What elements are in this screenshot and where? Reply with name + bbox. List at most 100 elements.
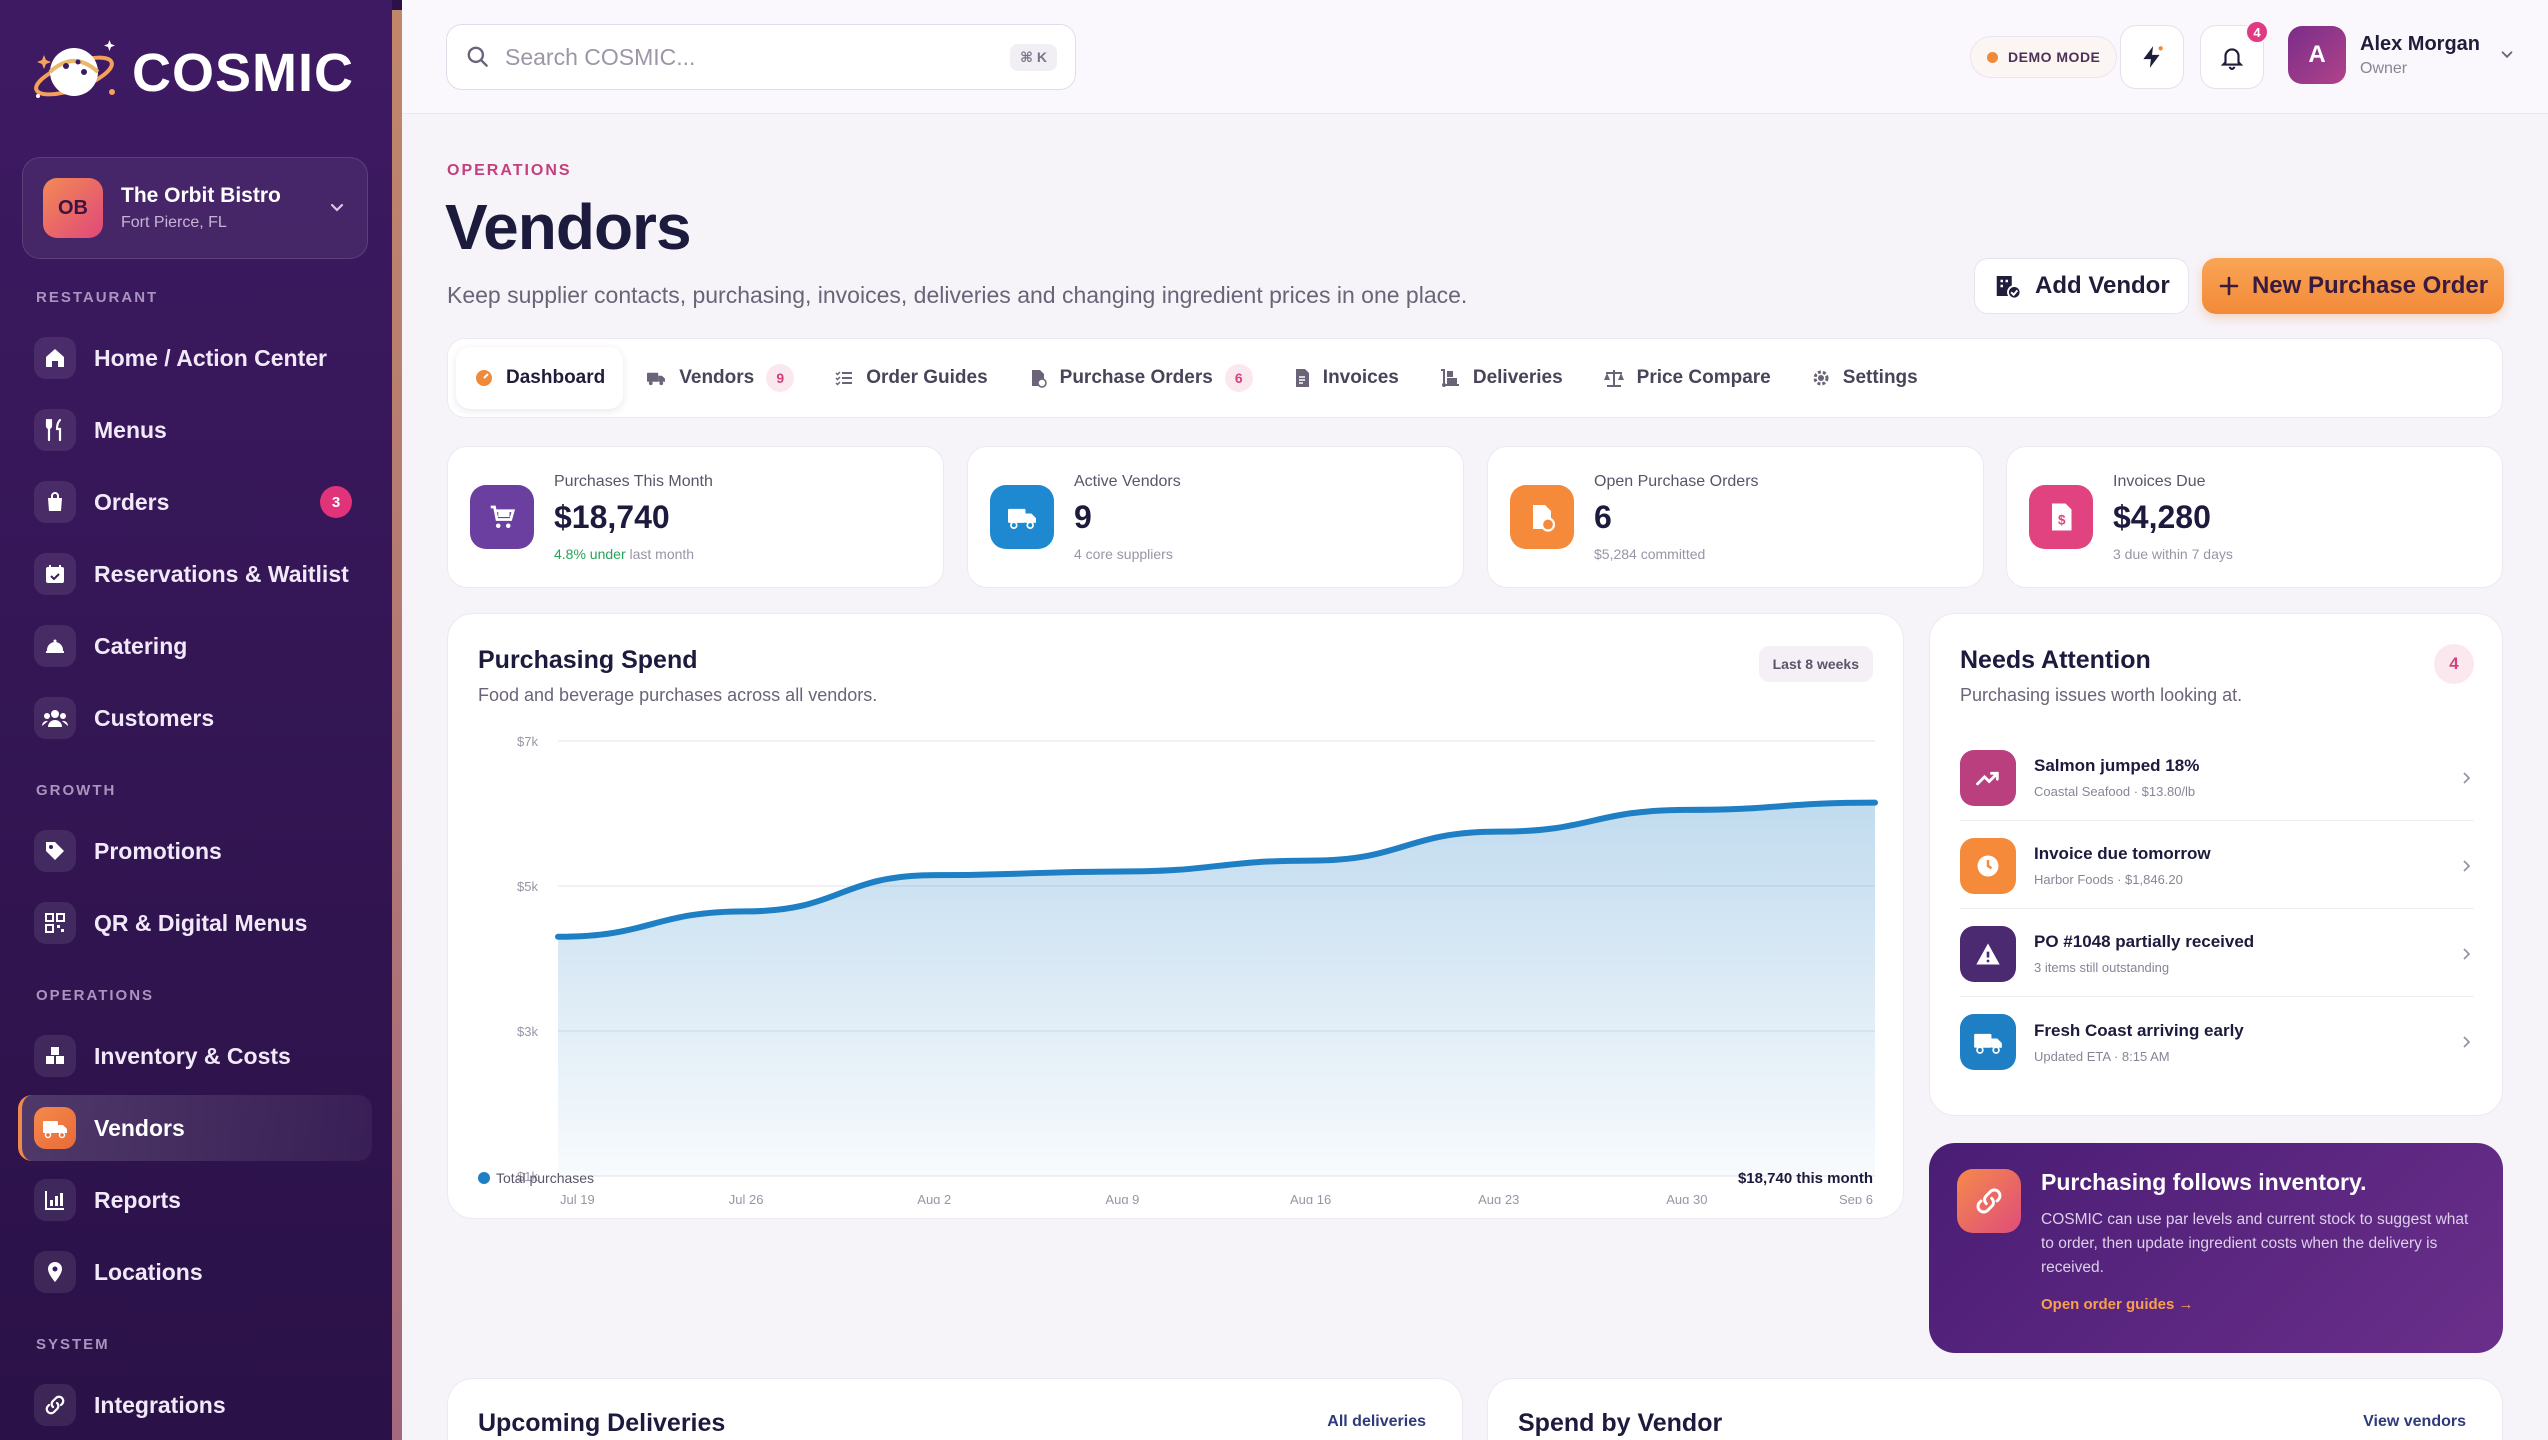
brand-name: COSMIC [132, 43, 354, 103]
sidebar-item-home[interactable]: Home / Action Center [18, 325, 372, 391]
sidebar-item-catering[interactable]: Catering [18, 613, 372, 679]
sidebar-item-integrations[interactable]: Integrations [18, 1372, 372, 1438]
quick-actions-button[interactable] [2120, 25, 2184, 89]
topbar: ⌘ K DEMO MODE 4 A Alex Morgan Owner [402, 0, 2548, 114]
notifications-button[interactable]: 4 [2200, 20, 2269, 89]
x-tick-label: Jul 26 [729, 1192, 764, 1204]
card-title: Purchasing Spend [478, 646, 698, 674]
page-subtitle: Keep supplier contacts, purchasing, invo… [447, 282, 1468, 308]
tab-label: Settings [1842, 367, 1918, 388]
attention-title: Fresh Coast arriving early [2034, 1020, 2244, 1040]
tab-vendors[interactable]: Vendors 9 [627, 347, 812, 409]
truck-icon [34, 1107, 76, 1149]
attention-item[interactable]: Invoice due tomorrow Harbor Foods · $1,84… [1960, 823, 2474, 909]
user-menu[interactable]: A Alex Morgan Owner [2288, 26, 2516, 84]
card-subtitle: Food and beverage purchases across all v… [478, 685, 878, 705]
sidebar-item-vendors[interactable]: Vendors [18, 1095, 372, 1161]
series-line-total-purchases[interactable] [555, 799, 1878, 940]
tab-settings[interactable]: Settings [1793, 347, 1936, 409]
all-deliveries-link[interactable]: All deliveries [1327, 1413, 1426, 1430]
stat-card-invoices-due[interactable]: $ Invoices Due $4,280 3 due within 7 day… [2006, 446, 2503, 588]
sidebar-item-orders[interactable]: Orders 3 [18, 469, 372, 535]
stat-card-open-pos[interactable]: Open Purchase Orders 6 $5,284 committed [1487, 446, 1984, 588]
tab-dashboard[interactable]: Dashboard [456, 347, 624, 409]
chart-legend: Total purchases [478, 1170, 594, 1186]
x-tick-label: Aug 2 [917, 1192, 951, 1204]
warning-icon [1960, 925, 2016, 982]
user-name: Alex Morgan [2360, 32, 2481, 55]
sidebar-item-menus[interactable]: Menus [18, 397, 372, 463]
demo-status-dot [1987, 51, 1998, 63]
open-order-guides-link[interactable]: Open order guides → [2041, 1296, 2194, 1313]
tab-price-compare[interactable]: Price Compare [1585, 347, 1789, 409]
sidebar-item-label: Catering [94, 632, 188, 659]
tab-label: Vendors [679, 367, 755, 388]
store-check-icon [1996, 276, 2022, 300]
section-label-restaurant: RESTAURANT [36, 289, 159, 306]
upcoming-deliveries-card: Upcoming Deliveries All deliveries [447, 1378, 1463, 1440]
sidebar-item-locations[interactable]: Locations [18, 1239, 372, 1305]
tab-invoices[interactable]: Invoices [1275, 347, 1417, 409]
stat-change: 4.8% under [554, 545, 626, 562]
truck-icon [990, 485, 1054, 549]
bolt-icon [2143, 46, 2163, 68]
sidebar-item-reservations[interactable]: Reservations & Waitlist [18, 541, 372, 607]
stat-sub: 3 due within 7 days [2113, 545, 2233, 562]
vendor-tabs: Dashboard Vendors 9 Order Guides Purchas… [447, 338, 2503, 418]
demo-mode-badge[interactable]: DEMO MODE [1970, 36, 2118, 78]
sidebar-item-customers[interactable]: Customers [18, 685, 372, 751]
attention-item[interactable]: Salmon jumped 18% Coastal Seafood · $13.8… [1960, 735, 2474, 821]
sidebar-scrollbar[interactable] [392, 0, 402, 1440]
invoice-icon [1295, 369, 1309, 387]
search-input[interactable] [505, 43, 1010, 71]
view-vendors-link[interactable]: View vendors [2363, 1413, 2466, 1430]
chart-total: $18,740 this month [1737, 1170, 1873, 1187]
y-tick-label: $5k [517, 879, 538, 894]
stat-card-purchases[interactable]: Purchases This Month $18,740 4.8% under … [447, 446, 944, 588]
promo-title: Purchasing follows inventory. [2041, 1169, 2367, 1195]
list-check-icon [835, 371, 853, 386]
date-range-pill[interactable]: Last 8 weeks [1758, 646, 1873, 682]
search-icon [467, 46, 488, 67]
stat-label: Invoices Due [2113, 472, 2206, 490]
area-fill [558, 802, 1875, 1176]
search-box[interactable]: ⌘ K [446, 24, 1076, 90]
sidebar-item-reports[interactable]: Reports [18, 1167, 372, 1233]
x-tick-label: Aug 30 [1666, 1192, 1707, 1204]
stat-value: $4,280 [2113, 498, 2211, 535]
tab-purchase-orders[interactable]: Purchase Orders 6 [1010, 347, 1271, 409]
brand-logo[interactable]: COSMIC [26, 30, 354, 116]
x-tick-label: Aug 16 [1290, 1192, 1331, 1204]
sidebar-item-inventory[interactable]: Inventory & Costs [18, 1023, 372, 1089]
sidebar-item-label: Home / Action Center [94, 344, 328, 371]
home-icon [34, 337, 76, 379]
new-purchase-order-button[interactable]: New Purchase Order [2202, 258, 2504, 314]
sidebar-item-label: Promotions [94, 837, 222, 864]
attention-item[interactable]: Fresh Coast arriving early Updated ETA · … [1960, 999, 2474, 1085]
attention-item[interactable]: PO #1048 partially received 3 items still… [1960, 911, 2474, 997]
tag-icon [34, 830, 76, 872]
legend-swatch [478, 1172, 490, 1184]
add-vendor-label: Add Vendor [2035, 272, 2170, 299]
scale-icon [1603, 370, 1624, 387]
tab-deliveries[interactable]: Deliveries [1421, 347, 1581, 409]
utensils-icon [34, 409, 76, 451]
tab-order-guides[interactable]: Order Guides [816, 347, 1005, 409]
stat-card-active-vendors[interactable]: Active Vendors 9 4 core suppliers [967, 446, 1464, 588]
sidebar-item-qr-menus[interactable]: QR & Digital Menus [18, 890, 372, 956]
chevron-down-icon [330, 203, 344, 212]
chevron-right-icon [2463, 859, 2471, 872]
chevron-right-icon [2463, 1036, 2471, 1048]
attention-title: Salmon jumped 18% [2034, 756, 2200, 775]
card-title: Spend by Vendor [1518, 1409, 1723, 1437]
stat-label: Active Vendors [1074, 472, 1181, 490]
file-icon [1031, 370, 1047, 388]
add-vendor-button[interactable]: Add Vendor [1974, 258, 2189, 314]
cloche-icon [34, 625, 76, 667]
restaurant-switcher[interactable]: OB The Orbit Bistro Fort Pierce, FL [22, 157, 368, 259]
sidebar-item-promotions[interactable]: Promotions [18, 818, 372, 884]
chevron-right-icon [2463, 947, 2471, 960]
cart-icon [470, 485, 534, 549]
purchasing-spend-card: Purchasing Spend Food and beverage purch… [447, 613, 1904, 1219]
section-label-operations: OPERATIONS [36, 987, 155, 1004]
